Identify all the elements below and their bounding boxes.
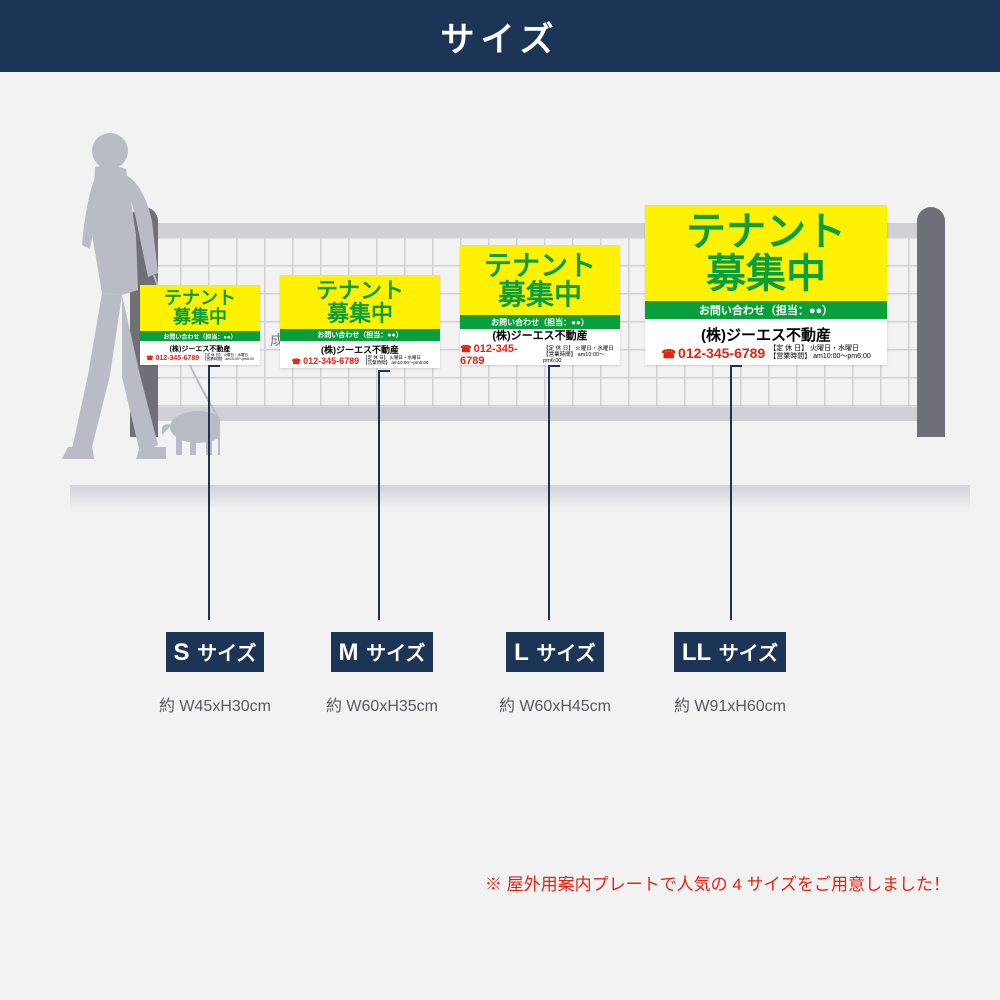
sign-size-l: テナント 募集中 お問い合わせ（担当：●●） (株)ジーエス不動産 ☎012-3… — [460, 245, 620, 365]
sign-company: (株)ジーエス不動産 — [492, 327, 587, 343]
size-label-l: L サイズ 約 W60xH45cm — [495, 632, 615, 716]
sign-line2: 募集中 — [498, 280, 582, 309]
sign-greenband: お問い合わせ（担当：●●） — [163, 332, 236, 341]
fence-post-right — [917, 207, 945, 437]
fence-rail-bottom — [152, 407, 923, 421]
page-title: サイズ — [441, 12, 560, 61]
sign-company: (株)ジーエス不動産 — [701, 324, 831, 345]
size-dimension: 約 W91xH60cm — [674, 692, 786, 716]
size-label-s: S サイズ 約 W45xH30cm — [155, 632, 275, 716]
sign-phone: ☎012-345-6789 — [661, 345, 765, 361]
size-badge: S サイズ — [166, 632, 265, 672]
sign-phone: ☎012-345-6789 — [460, 343, 539, 367]
sign-line1: テナント — [164, 289, 236, 308]
size-connector — [208, 365, 210, 620]
size-connector-hook — [730, 365, 742, 367]
size-badge: LL サイズ — [674, 632, 786, 672]
size-connector — [730, 365, 732, 620]
floor-shadow — [70, 485, 970, 510]
header-bar: サイズ — [0, 0, 1000, 72]
sign-greenband: お問い合わせ（担当：●●） — [491, 317, 589, 328]
size-connector — [378, 370, 380, 620]
sign-line2: 募集中 — [706, 253, 826, 295]
sign-line2: 募集中 — [173, 308, 227, 327]
size-label-ll: LL サイズ 約 W91xH60cm — [670, 632, 790, 716]
sign-size-ll: テナント 募集中 お問い合わせ（担当：●●） (株)ジーエス不動産 ☎012-3… — [645, 205, 887, 365]
sign-size-s: テナント 募集中 お問い合わせ（担当：●●） (株)ジーエス不動産 ☎012-3… — [140, 285, 260, 365]
sign-line1: テナント — [686, 211, 846, 253]
sign-phone: ☎012-345-6789 — [292, 356, 360, 366]
sign-hours: 【定 休 日】 火曜日・水曜日【営業時間】 am10:00～pm6:00 — [543, 346, 620, 364]
sign-hours: 【定 休 日】 火曜日・水曜日【営業時間】 am10:00～pm6:00 — [203, 354, 254, 362]
size-badge: L サイズ — [506, 632, 604, 672]
size-connector-hook — [378, 370, 390, 372]
size-dimension: 約 W60xH45cm — [499, 692, 611, 716]
size-dimension: 約 W60xH35cm — [326, 692, 438, 716]
sign-line2: 募集中 — [327, 302, 393, 325]
size-badge: M サイズ — [331, 632, 434, 672]
size-connector-hook — [208, 365, 220, 367]
sign-hours: 【定 休 日】 火曜日・水曜日【営業時間】 am10:00～pm6:00 — [363, 356, 428, 366]
size-dimension: 約 W45xH30cm — [159, 692, 271, 716]
sign-line1: テナント — [316, 279, 404, 302]
sign-hours: 【定 休 日】 火曜日・水曜日【営業時間】 am10:00～pm6:00 — [769, 345, 871, 360]
size-label-m: M サイズ 約 W60xH35cm — [322, 632, 442, 716]
size-connector-hook — [548, 365, 560, 367]
footnote: ※ 屋外用案内プレートで人気の 4 サイズをご用意しました！ — [485, 870, 950, 895]
sign-greenband: お問い合わせ（担当：●●） — [699, 302, 833, 318]
sign-size-m: テナント 募集中 お問い合わせ（担当：●●） (株)ジーエス不動産 ☎012-3… — [280, 275, 440, 368]
sign-greenband: お問い合わせ（担当：●●） — [317, 330, 402, 340]
sign-line1: テナント — [484, 251, 596, 280]
size-connector — [548, 365, 550, 620]
sign-phone: ☎012-345-6789 — [146, 355, 199, 362]
